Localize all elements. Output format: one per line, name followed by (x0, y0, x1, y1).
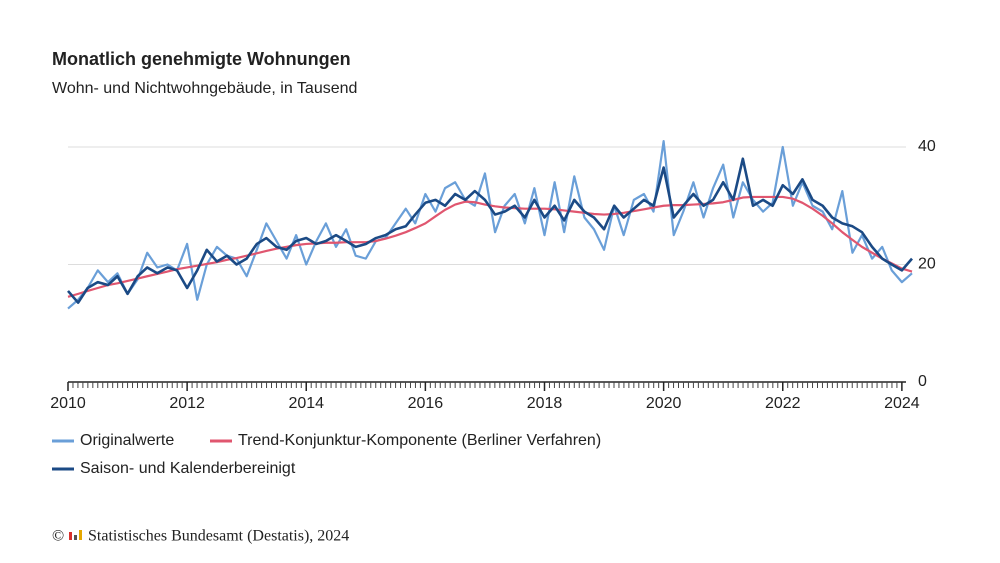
legend-label: Saison- und Kalenderbereinigt (80, 460, 296, 477)
x-tick-label: 2010 (50, 395, 86, 412)
logo-bar (69, 532, 72, 540)
chart-subtitle: Wohn- und Nichtwohngebäude, in Tausend (52, 80, 357, 97)
y-tick-label: 40 (918, 138, 936, 155)
legend-label: Trend-Konjunktur-Komponente (Berliner Ve… (238, 432, 601, 449)
x-tick-label: 2022 (765, 395, 801, 412)
x-tick-label: 2024 (884, 395, 920, 412)
footer: © Statistisches Bundesamt (Destatis), 20… (52, 528, 349, 545)
x-tick-label: 2014 (288, 395, 324, 412)
y-tick-label: 20 (918, 256, 936, 273)
y-tick-label: 0 (918, 373, 927, 390)
chart-title: Monatlich genehmigte Wohnungen (52, 49, 351, 69)
x-tick-label: 2016 (408, 395, 444, 412)
copyright: © (52, 528, 64, 545)
logo-bar (74, 535, 77, 540)
source: Statistisches Bundesamt (Destatis), 2024 (88, 528, 349, 545)
legend-label: Originalwerte (80, 432, 174, 449)
series-line (67, 140, 913, 310)
logo-bar (79, 530, 82, 540)
logo (69, 530, 82, 540)
series-line (67, 157, 913, 304)
x-tick-label: 2018 (527, 395, 563, 412)
x-tick-label: 2020 (646, 395, 682, 412)
x-tick-label: 2012 (169, 395, 205, 412)
